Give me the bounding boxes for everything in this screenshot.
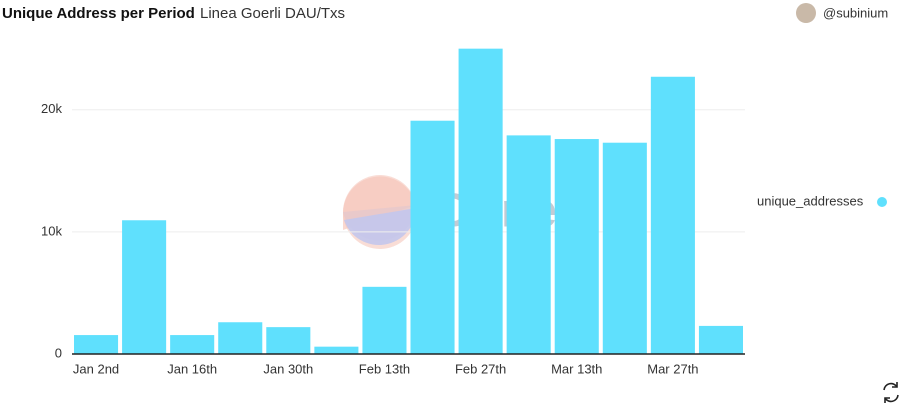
chart-subtitle: Linea Goerli DAU/Txs bbox=[200, 5, 345, 22]
x-tick-label: Mar 27th bbox=[647, 361, 698, 376]
bar bbox=[170, 335, 215, 354]
refresh-icon[interactable] bbox=[883, 382, 899, 403]
bar bbox=[362, 286, 407, 354]
x-tick-label: Jan 30th bbox=[263, 361, 313, 376]
legend-swatch bbox=[877, 197, 887, 207]
bar bbox=[410, 120, 455, 354]
bar bbox=[314, 346, 359, 354]
x-tick-label: Jan 16th bbox=[167, 361, 217, 376]
bar bbox=[74, 335, 119, 354]
chart-title: Unique Address per Period bbox=[2, 5, 195, 22]
legend-label: unique_addresses bbox=[757, 193, 864, 208]
x-tick-label: Jan 2nd bbox=[73, 361, 119, 376]
y-tick-label: 20k bbox=[41, 101, 62, 116]
bar bbox=[218, 322, 263, 354]
bar bbox=[506, 135, 551, 354]
x-tick-label: Feb 27th bbox=[455, 361, 506, 376]
bar bbox=[698, 325, 743, 354]
author[interactable]: @subinium bbox=[823, 5, 888, 20]
bar bbox=[554, 139, 599, 354]
bar bbox=[650, 76, 695, 354]
bar bbox=[122, 220, 167, 354]
x-tick-label: Mar 13th bbox=[551, 361, 602, 376]
x-tick-label: Feb 13th bbox=[359, 361, 410, 376]
y-tick-label: 10k bbox=[41, 223, 62, 238]
bar bbox=[602, 142, 647, 354]
y-tick-label: 0 bbox=[55, 345, 62, 360]
bar bbox=[458, 48, 503, 354]
bar bbox=[266, 327, 311, 354]
avatar[interactable] bbox=[796, 3, 816, 23]
